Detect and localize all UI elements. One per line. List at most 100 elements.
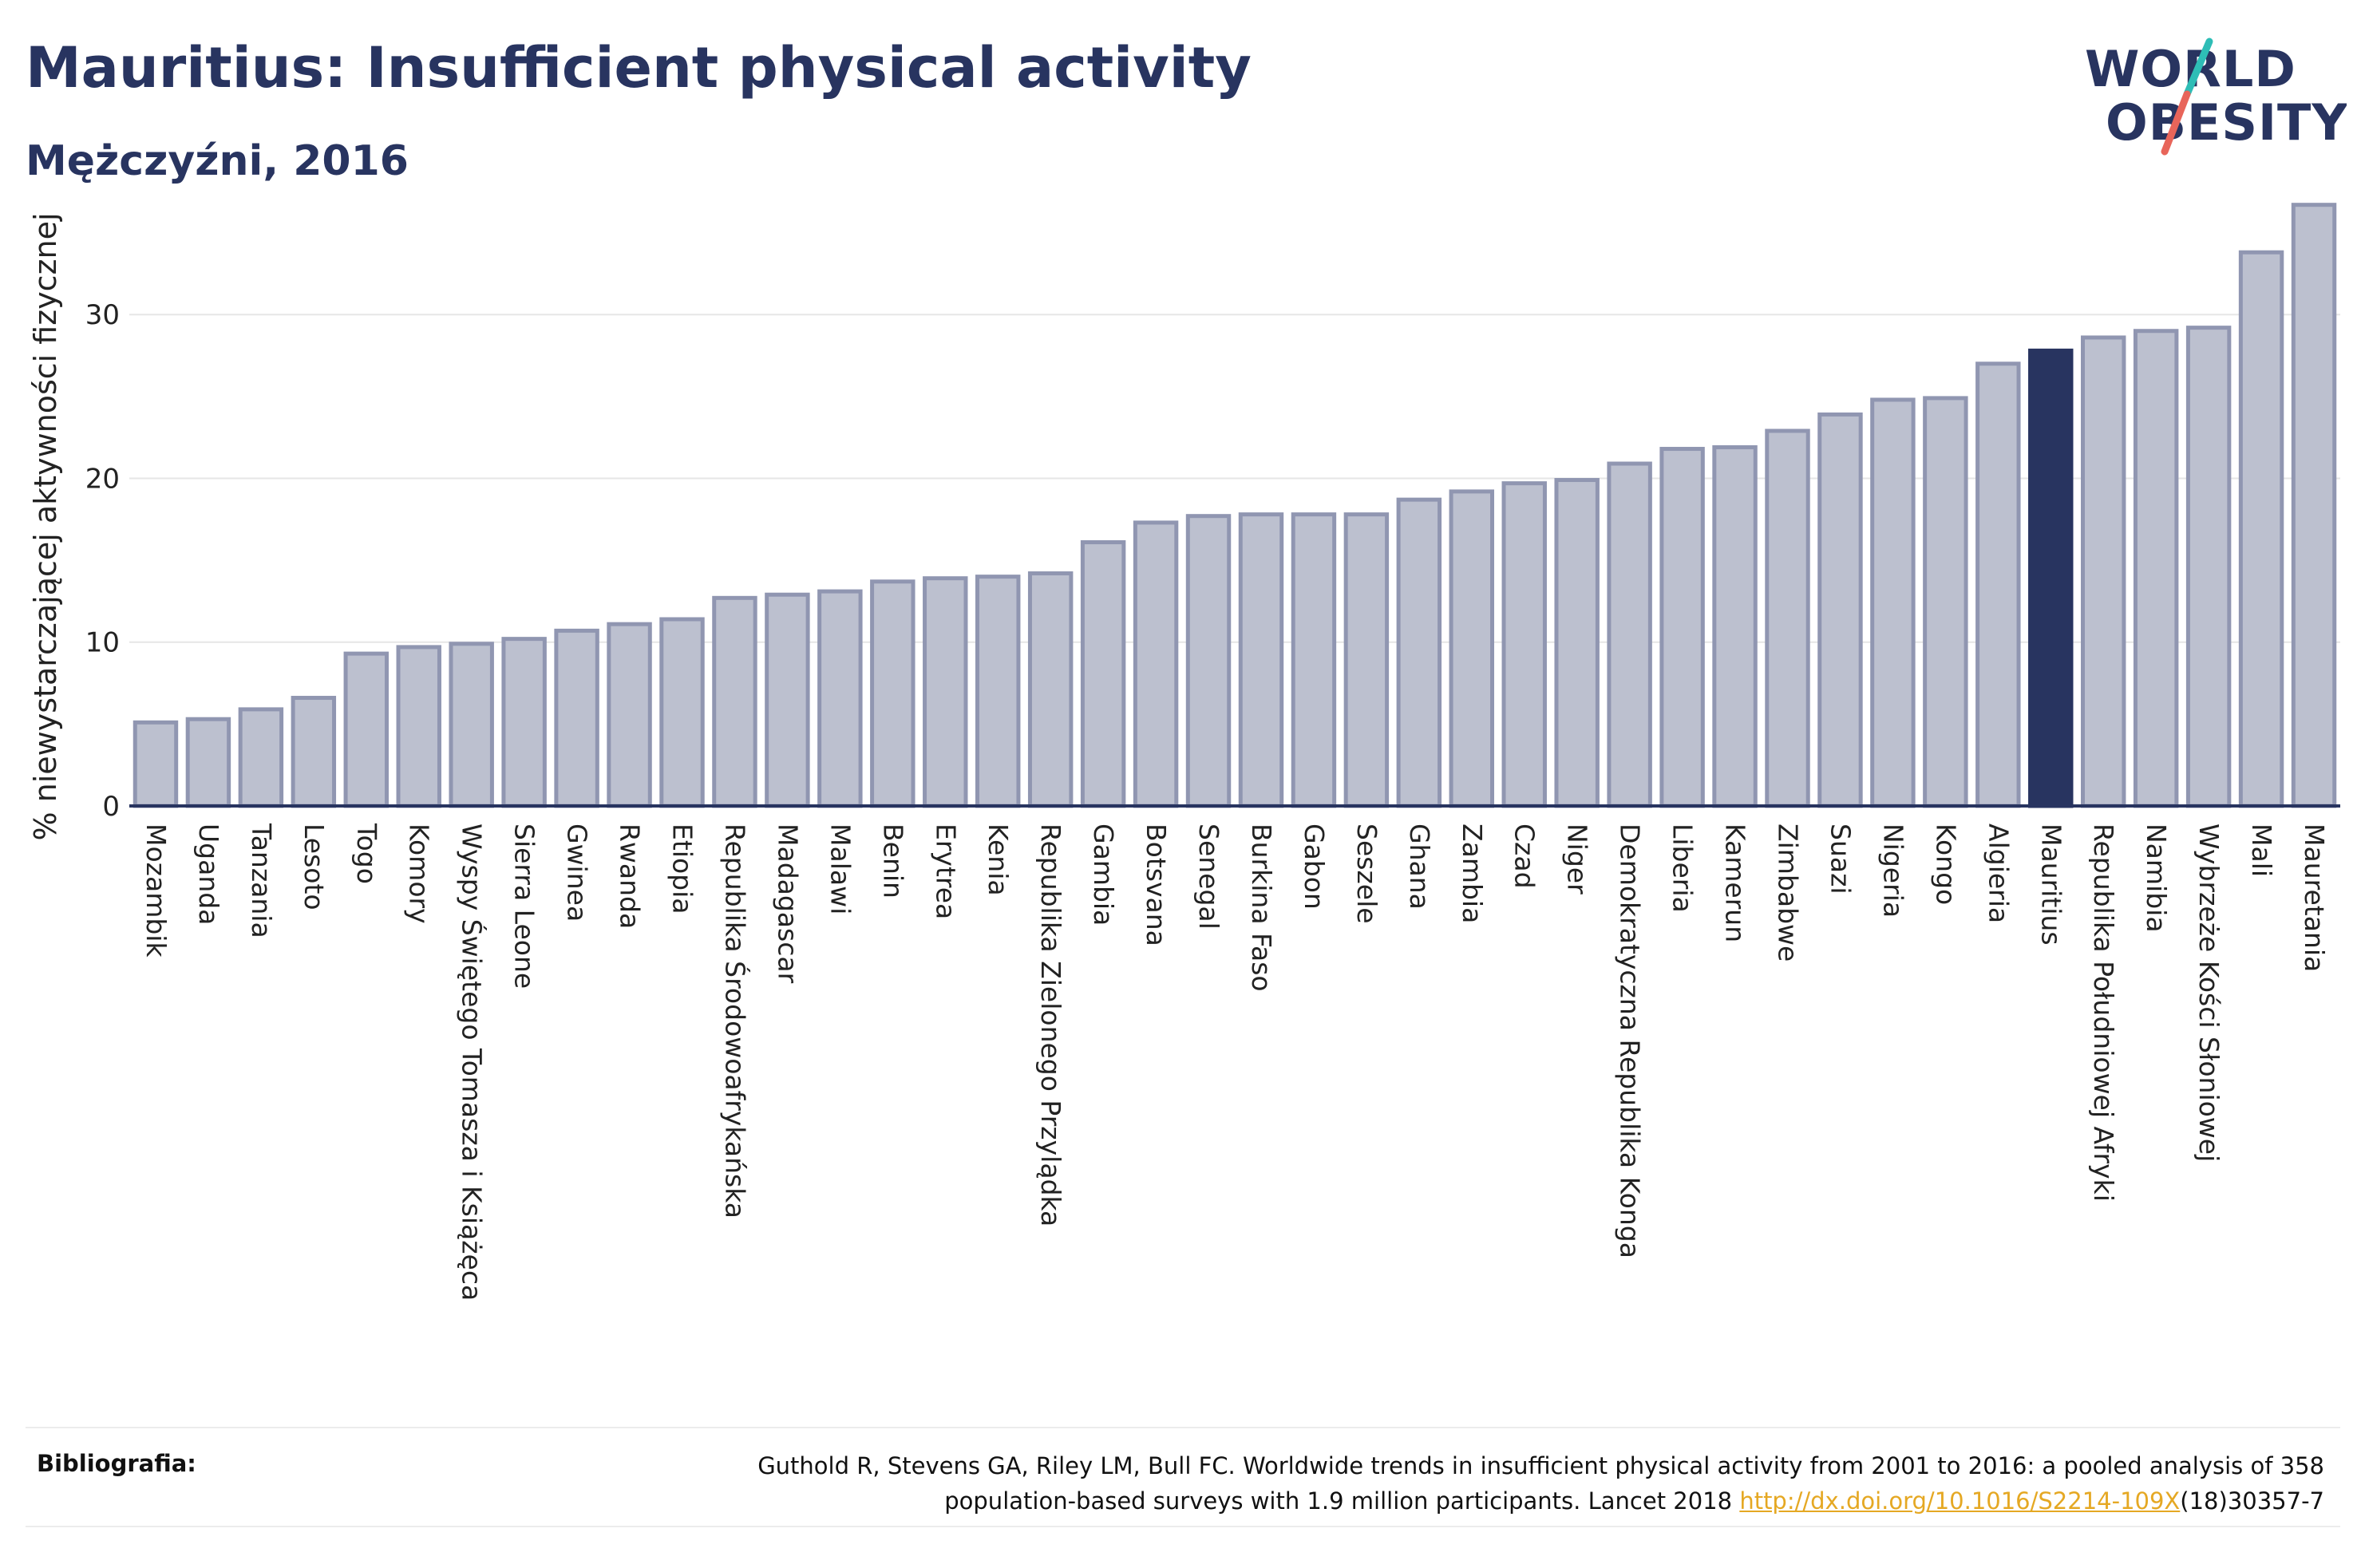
bar-25 bbox=[1449, 489, 1495, 808]
x-tick-label: Rwanda bbox=[615, 823, 646, 929]
y-tick-labels: 0 10 20 30 bbox=[85, 299, 120, 823]
bar-0 bbox=[132, 720, 179, 808]
x-tick-label: Niger bbox=[1562, 823, 1593, 895]
x-tick-label: Liberia bbox=[1667, 823, 1699, 913]
y-tick-label: 30 bbox=[85, 299, 120, 331]
x-tick-label: Seszele bbox=[1351, 823, 1382, 924]
y-tick-label: 20 bbox=[85, 463, 120, 495]
bar-16 bbox=[975, 575, 1021, 808]
bibliography-text: Guthold R, Stevens GA, Riley LM, Bull FC… bbox=[488, 1448, 2324, 1519]
x-tick-label: Gabon bbox=[1299, 823, 1330, 910]
bar-21 bbox=[1238, 512, 1284, 808]
gridlines bbox=[129, 314, 2340, 643]
x-tick-label: Republika Południowej Afryki bbox=[2088, 823, 2119, 1202]
x-tick-label: Togo bbox=[351, 823, 382, 884]
bar-39 bbox=[2185, 326, 2232, 808]
x-tick-label: Wyspy Świętego Tomasza i Książęca bbox=[457, 823, 488, 1301]
bar-30 bbox=[1712, 444, 1758, 808]
x-tick-label: Kongo bbox=[1930, 823, 1961, 905]
x-tick-label: Mali bbox=[2246, 823, 2277, 877]
bar-41 bbox=[2291, 203, 2337, 808]
bar-32 bbox=[1817, 412, 1863, 808]
bar-17 bbox=[1027, 571, 1074, 808]
bar-38 bbox=[2133, 329, 2179, 808]
bar-29 bbox=[1659, 447, 1705, 808]
doi-link[interactable]: http://dx.doi.org/10.1016/S2214-109X bbox=[1739, 1487, 2181, 1515]
bar-40 bbox=[2238, 250, 2284, 808]
x-tick-label: Burkina Faso bbox=[1246, 823, 1277, 992]
logo-line2: OBESITY bbox=[2106, 93, 2347, 152]
x-tick-label: Uganda bbox=[193, 823, 224, 925]
bar-7 bbox=[501, 637, 547, 808]
y-tick-label: 10 bbox=[85, 627, 120, 659]
x-tick-label: Lesoto bbox=[299, 823, 330, 910]
bar-35 bbox=[1975, 361, 2021, 808]
chart-subtitle: Mężczyźni, 2016 bbox=[26, 137, 409, 185]
bar-36 bbox=[2028, 348, 2074, 808]
bibliography-line1: Guthold R, Stevens GA, Riley LM, Bull FC… bbox=[757, 1452, 2324, 1479]
bar-31 bbox=[1765, 429, 1810, 808]
x-tick-label: Gambia bbox=[1088, 823, 1119, 926]
x-tick-label: Republika Zielonego Przylądka bbox=[1035, 823, 1066, 1226]
bar-23 bbox=[1343, 512, 1390, 808]
bibliography-line2-end: (18)30357-7 bbox=[2180, 1487, 2324, 1515]
x-tick-label: Mauretania bbox=[2299, 823, 2330, 972]
x-tick-label: Suazi bbox=[1825, 823, 1856, 895]
bar-27 bbox=[1554, 478, 1600, 808]
x-tick-label: Wybrzeże Kości Słoniowej bbox=[2193, 823, 2225, 1162]
x-tick-label: Botsvana bbox=[1141, 823, 1172, 946]
y-axis-title: % niewystarczającej aktywności fizycznej bbox=[28, 212, 63, 840]
bar-13 bbox=[817, 589, 863, 808]
x-tick-label: Tanzania bbox=[246, 823, 277, 938]
logo-slash-red bbox=[2161, 90, 2191, 156]
bar-24 bbox=[1396, 497, 1442, 808]
x-tick-label: Ghana bbox=[1404, 823, 1435, 910]
bibliography-label: Bibliografia: bbox=[37, 1450, 196, 1477]
x-tick-label: Mauritius bbox=[2035, 823, 2066, 946]
bar-15 bbox=[923, 576, 968, 808]
x-tick-label: Etiopia bbox=[667, 823, 698, 914]
bar-14 bbox=[870, 579, 916, 808]
bar-3 bbox=[291, 696, 337, 808]
bar-37 bbox=[2080, 335, 2126, 808]
logo-slash-teal bbox=[2183, 38, 2213, 98]
bar-2 bbox=[238, 707, 284, 808]
chart-title: Mauritius: Insufficient physical activit… bbox=[26, 35, 1252, 101]
x-tick-label: Komory bbox=[404, 823, 435, 924]
footer-top-divider bbox=[26, 1427, 2340, 1428]
x-tick-label: Algieria bbox=[1983, 823, 2014, 923]
x-tick-label: Mozambik bbox=[140, 823, 172, 958]
bar-34 bbox=[1923, 396, 1968, 808]
bar-5 bbox=[396, 645, 441, 808]
bar-4 bbox=[343, 651, 390, 808]
bar-1 bbox=[185, 717, 231, 808]
bar-26 bbox=[1501, 481, 1547, 808]
x-tick-label: Gwinea bbox=[562, 823, 593, 922]
bar-11 bbox=[712, 595, 757, 808]
x-tick-label: Zambia bbox=[1457, 823, 1488, 923]
bar-19 bbox=[1133, 520, 1179, 808]
x-tick-label: Kenia bbox=[983, 823, 1014, 896]
bar-chart: 0 10 20 30 Mozambik Uganda Tanzania Lesoto Togo… bbox=[28, 203, 2340, 1301]
bar-20 bbox=[1185, 514, 1232, 808]
x-tick-label: Zimbabwe bbox=[1773, 823, 1804, 962]
bar-28 bbox=[1607, 461, 1652, 808]
x-tick-label: Demokratyczna Republika Konga bbox=[1615, 823, 1646, 1258]
x-tick-label: Madagascar bbox=[772, 823, 803, 984]
x-tick-label: Namibia bbox=[2141, 823, 2172, 933]
bibliography-line2: population-based surveys with 1.9 millio… bbox=[944, 1487, 1740, 1515]
footer-bottom-divider bbox=[26, 1526, 2340, 1527]
bars bbox=[132, 203, 2337, 808]
bar-12 bbox=[765, 592, 810, 808]
x-tick-labels: Mozambik Uganda Tanzania Lesoto Togo Komory Wy… bbox=[140, 823, 2330, 1301]
x-tick-label: Senegal bbox=[1193, 823, 1224, 930]
bar-22 bbox=[1291, 512, 1337, 808]
x-tick-label: Nigeria bbox=[1877, 823, 1908, 918]
bar-18 bbox=[1080, 540, 1126, 808]
x-tick-label: Republika Środowoafrykańska bbox=[719, 823, 751, 1218]
bar-33 bbox=[1870, 397, 1916, 808]
x-tick-label: Benin bbox=[877, 823, 908, 899]
x-tick-label: Kamerun bbox=[1720, 823, 1751, 942]
x-tick-label: Sierra Leone bbox=[509, 823, 540, 989]
bar-8 bbox=[554, 628, 599, 808]
